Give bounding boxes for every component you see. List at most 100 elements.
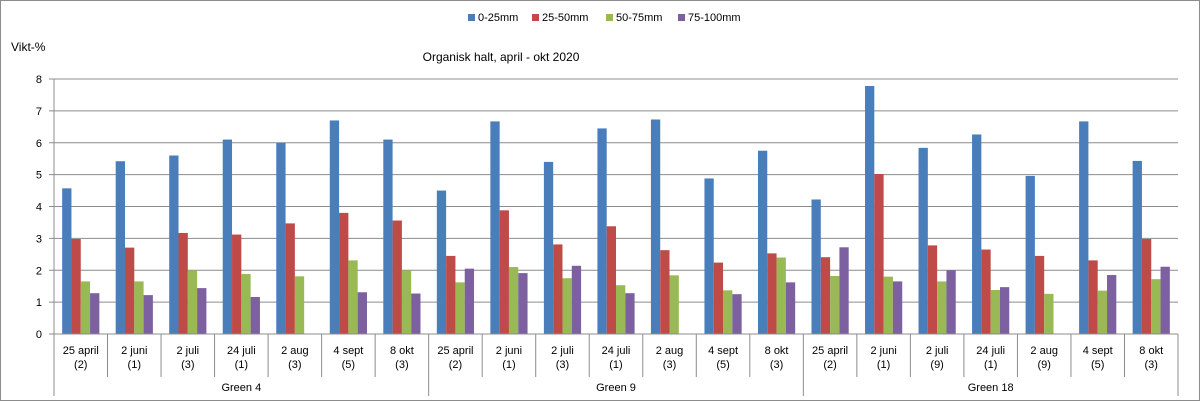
- bar: [62, 188, 72, 334]
- bar: [383, 139, 393, 334]
- bar: [723, 290, 733, 334]
- bar: [650, 119, 661, 334]
- bar: [918, 147, 928, 334]
- x-tick-label: 8 okt (3): [1139, 345, 1163, 371]
- bar: [446, 255, 456, 334]
- x-tick-label: 4 sept (5): [708, 345, 738, 371]
- x-tick-label: 24 juli (1): [976, 345, 1005, 371]
- x-tick-label: 24 juli (1): [227, 345, 256, 371]
- bar: [571, 265, 582, 334]
- bar: [990, 290, 1000, 334]
- x-tick-label: 2 juni (1): [121, 345, 147, 371]
- bar: [597, 128, 607, 334]
- bar: [830, 275, 840, 334]
- bar: [411, 293, 421, 334]
- group-label: Green 18: [968, 382, 1014, 394]
- bar: [1141, 239, 1152, 334]
- y-tick-label: 8: [36, 74, 42, 86]
- legend-label: 75-100mm: [688, 12, 741, 24]
- legend-swatch: [606, 14, 613, 21]
- bar: [785, 282, 796, 334]
- bar: [972, 134, 982, 334]
- bar: [839, 247, 849, 334]
- bar: [392, 220, 402, 334]
- x-tick-labels: 25 april (2) 2 juni (1) 2 juli (3) 24 juli (1) 2…: [63, 345, 1163, 394]
- bar: [508, 267, 519, 334]
- legend-label: 50-75mm: [616, 12, 662, 24]
- bar: [276, 142, 286, 334]
- bar: [892, 281, 903, 334]
- bar: [946, 270, 956, 334]
- bar: [767, 253, 777, 334]
- bar: [294, 276, 305, 334]
- bar: [115, 161, 125, 334]
- bar: [90, 293, 100, 334]
- bar: [874, 173, 884, 334]
- bar: [1025, 175, 1035, 334]
- x-tick-label: 2 aug (3): [281, 345, 309, 371]
- bar: [518, 273, 528, 334]
- bar: [232, 234, 242, 334]
- bar: [625, 293, 635, 334]
- axes: 0 1 2 3 4 5 6 7 8: [36, 74, 1179, 396]
- bar: [143, 295, 153, 334]
- bar: [134, 281, 144, 334]
- y-tick-label: 5: [36, 170, 42, 182]
- legend-swatch: [532, 14, 539, 21]
- x-tick-label: 4 sept (5): [333, 345, 363, 371]
- y-axis-label: Vikt-%: [11, 40, 46, 54]
- y-tick-label: 4: [36, 202, 42, 214]
- bar: [883, 276, 893, 335]
- bars: [62, 86, 1170, 335]
- bar: [811, 199, 821, 334]
- x-tick-label: 25 april (2): [812, 345, 848, 371]
- bar: [927, 245, 938, 334]
- bar: [1097, 290, 1108, 334]
- x-tick-label: 24 juli (1): [602, 345, 631, 371]
- x-tick-label: 2 juli (3): [176, 345, 199, 371]
- bar: [357, 292, 367, 334]
- x-tick-label: 2 juni (1): [496, 345, 522, 371]
- x-tick-label: 25 april (2): [63, 345, 99, 371]
- bar: [732, 294, 742, 334]
- bar: [499, 210, 509, 334]
- bar: [222, 139, 233, 334]
- bar: [169, 155, 179, 334]
- bar: [704, 178, 714, 334]
- x-tick-label: 2 juli (9): [926, 345, 949, 371]
- bar: [1151, 279, 1161, 334]
- bar: [776, 257, 786, 334]
- y-tick-label: 3: [36, 233, 42, 245]
- bar: [436, 190, 447, 334]
- y-tick-label: 1: [36, 297, 42, 309]
- legend-label: 0-25mm: [478, 12, 518, 24]
- bar: [187, 270, 198, 334]
- bar: [197, 288, 207, 334]
- legend-swatch: [468, 14, 475, 21]
- x-tick-label: 25 april (2): [437, 345, 473, 371]
- bar: [1079, 121, 1089, 334]
- bar: [1044, 293, 1054, 334]
- bar: [241, 274, 251, 334]
- x-tick-label: 2 aug (3): [656, 345, 684, 371]
- bar: [543, 161, 554, 335]
- bar: [865, 86, 875, 334]
- y-tick-label: 6: [36, 138, 42, 150]
- y-tick-label: 7: [36, 106, 42, 118]
- bar: [820, 257, 831, 334]
- x-tick-label: 8 okt (3): [765, 345, 789, 371]
- chart-title: Organisk halt, april - okt 2020: [423, 50, 580, 64]
- bar: [401, 270, 412, 334]
- bar: [464, 268, 475, 334]
- bar: [1107, 275, 1117, 334]
- bar: [1160, 266, 1170, 334]
- bar: [562, 278, 572, 334]
- bar: [455, 282, 465, 334]
- bar: [669, 275, 679, 334]
- x-tick-label: 2 juni (1): [870, 345, 896, 371]
- group-label: Green 9: [596, 382, 636, 394]
- bar: [285, 223, 295, 334]
- bar: [339, 212, 349, 335]
